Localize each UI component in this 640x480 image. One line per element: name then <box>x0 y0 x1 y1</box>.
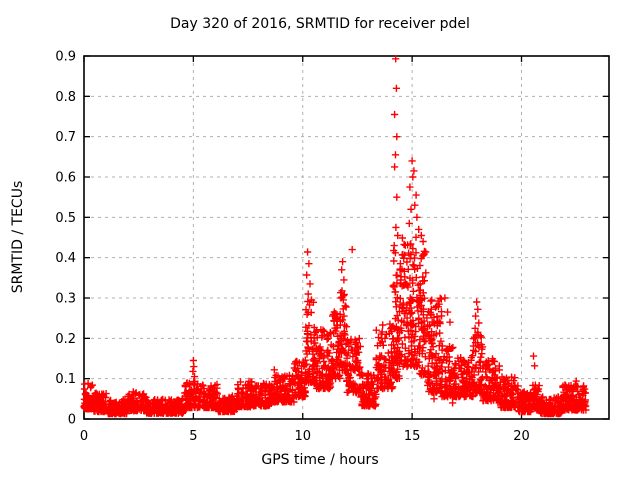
x-tick-label: 5 <box>189 429 197 444</box>
plot-border <box>83 55 610 420</box>
x-axis-label: GPS time / hours <box>261 452 379 468</box>
y-tick-label: 0 <box>68 413 76 428</box>
y-tick-label: 0.7 <box>55 130 76 145</box>
chart-title: Day 320 of 2016, SRMTID for receiver pde… <box>170 16 470 32</box>
y-tick-label: 0.8 <box>55 90 76 105</box>
y-tick-label: 0.4 <box>55 251 76 266</box>
y-tick-label: 0.6 <box>55 171 76 186</box>
data-points <box>80 55 590 418</box>
x-tick-label: 10 <box>294 429 311 444</box>
y-tick-label: 0.1 <box>55 372 76 387</box>
x-tick-label: 15 <box>404 429 421 444</box>
x-tick-label: 0 <box>80 429 88 444</box>
x-tick-label: 20 <box>513 429 530 444</box>
y-tick-label: 0.5 <box>55 211 76 226</box>
y-tick-label: 0.3 <box>55 292 76 307</box>
y-tick-label: 0.2 <box>55 332 76 347</box>
y-tick-label: 0.9 <box>55 50 76 65</box>
y-axis-label: SRMTID / TECUs <box>10 180 26 294</box>
